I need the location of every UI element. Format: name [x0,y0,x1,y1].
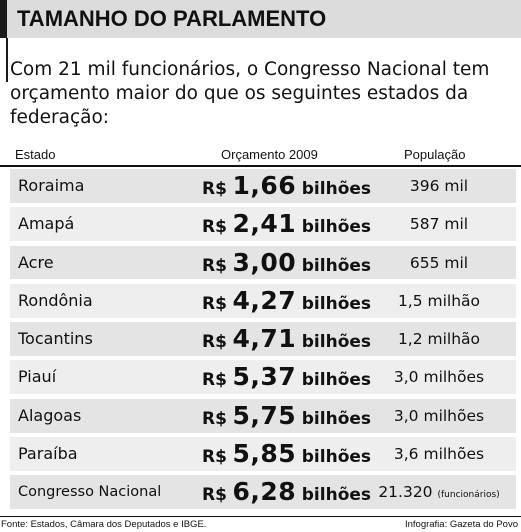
cell-orcamento: R$ 5,75 bilhões [202,399,371,433]
column-header-orcamento: Orçamento 2009 [221,147,318,162]
population-value: 3,0 milhões [393,406,485,425]
credit-note: Infografia: Gazeta do Povo [404,519,518,530]
population-value: 3,0 milhões [393,368,485,387]
cell-estado: Amapá [18,214,75,234]
cell-orcamento: R$ 6,28 bilhões [202,475,371,509]
cell-orcamento: R$ 4,71 bilhões [202,322,371,356]
population-value: 1,5 milhão [397,291,481,310]
budget-value: 5,85 [232,439,297,469]
budget-value: 3,00 [232,247,297,277]
cell-estado: Rondônia [18,290,93,310]
cell-populacao: 3,6 milhões [362,437,516,471]
cell-populacao: 587 mil [362,207,516,241]
currency-symbol: R$ [202,370,227,391]
budget-value: 2,41 [232,209,297,239]
table-body: Roraima R$ 1,66 bilhões 396 mil Amapá R$ 2,4… [10,169,516,514]
cell-orcamento: R$ 1,66 bilhões [202,169,371,203]
cell-estado: Roraima [18,176,85,195]
cell-orcamento: R$ 2,41 bilhões [202,207,371,241]
currency-symbol: R$ [202,332,227,353]
cell-orcamento: R$ 4,27 bilhões [202,284,371,318]
currency-symbol: R$ [202,217,227,238]
cell-estado: Alagoas [18,405,82,425]
budget-value: 1,66 [232,171,297,200]
table-header: Estado Orçamento 2009 População [0,143,521,167]
cell-populacao: 3,0 milhões [362,399,516,433]
budget-unit: bilhões [301,179,372,199]
budget-unit: bilhões [301,370,372,391]
table-row: Piauí R$ 5,37 bilhões 3,0 milhões [10,360,516,395]
currency-symbol: R$ [202,485,227,506]
currency-symbol: R$ [202,408,227,429]
cell-estado: Acre [18,252,54,272]
population-value: 21.320 [378,483,433,502]
table-row: Acre R$ 3,00 bilhões 655 mil [10,245,516,280]
side-rule [6,38,8,82]
cell-estado: Tocantins [18,329,93,349]
population-value: 655 mil [409,253,469,272]
currency-symbol: R$ [202,447,227,468]
budget-value: 4,71 [232,324,297,354]
cell-estado: Congresso Nacional [18,484,162,501]
budget-unit: bilhões [301,447,372,468]
table-row: Roraima R$ 1,66 bilhões 396 mil [10,169,516,203]
cell-populacao: 396 mil [362,169,516,203]
currency-symbol: R$ [202,293,227,314]
column-header-estado: Estado [15,147,56,162]
column-header-populacao: População [404,147,466,162]
cell-orcamento: R$ 3,00 bilhões [202,246,371,280]
budget-unit: bilhões [301,485,372,506]
population-value: 3,6 milhões [393,445,485,464]
table-row: Paraíba R$ 5,85 bilhões 3,6 milhões [10,437,516,471]
population-value: 396 mil [409,177,469,195]
source-note: Fonte: Estados, Câmara dos Deputados e I… [1,519,207,530]
intro-text: Com 21 mil funcionários, o Congresso Nac… [10,59,490,128]
cell-populacao: 1,5 milhão [362,284,516,318]
budget-value: 5,37 [232,362,297,392]
table-row: Amapá R$ 2,41 bilhões 587 mil [10,207,516,242]
budget-unit: bilhões [301,408,372,429]
population-note: (funcionários) [437,490,500,501]
currency-symbol: R$ [202,179,227,199]
table-row: Rondônia R$ 4,27 bilhões 1,5 milhão [10,283,516,318]
cell-populacao: 655 mil [362,246,516,280]
table-row: Tocantins R$ 4,71 bilhões 1,2 milhão [10,322,516,356]
cell-orcamento: R$ 5,37 bilhões [202,360,371,394]
footer: Fonte: Estados, Câmara dos Deputados e I… [0,516,521,532]
table-row: Congresso Nacional R$ 6,28 bilhões 21.320 … [10,475,516,510]
cell-populacao: 21.320 (funcionários) [362,475,516,509]
cell-estado: Paraíba [18,444,78,464]
table-row: Alagoas R$ 5,75 bilhões 3,0 milhões [10,398,516,433]
cell-estado: Piauí [18,367,57,387]
cell-populacao: 3,0 milhões [362,360,516,394]
budget-value: 6,28 [232,477,297,507]
currency-symbol: R$ [202,255,227,276]
budget-unit: bilhões [301,255,372,276]
title-bar: TAMANHO DO PARLAMENTO [0,0,521,38]
cell-orcamento: R$ 5,85 bilhões [202,437,371,471]
budget-unit: bilhões [301,332,372,353]
population-value: 1,2 milhão [397,330,481,349]
cell-populacao: 1,2 milhão [362,322,516,356]
budget-unit: bilhões [301,293,372,314]
budget-value: 5,75 [232,400,297,430]
budget-unit: bilhões [301,217,372,238]
budget-value: 4,27 [232,285,297,315]
population-value: 587 mil [409,215,469,234]
page-title: TAMANHO DO PARLAMENTO [17,6,327,31]
